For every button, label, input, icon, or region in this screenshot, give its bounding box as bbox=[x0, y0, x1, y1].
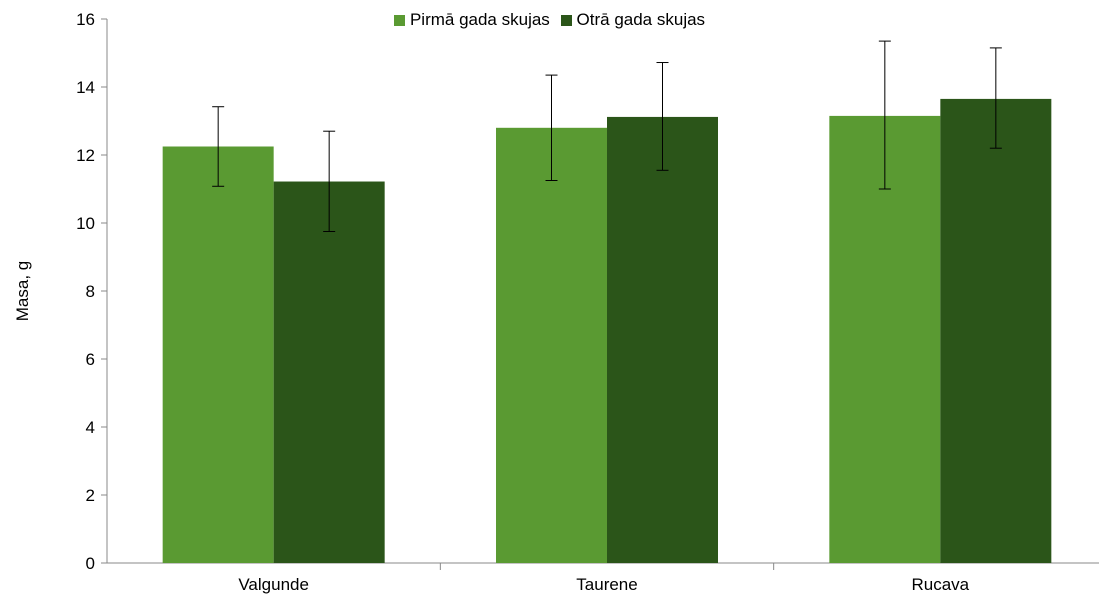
y-axis-title: Masa, g bbox=[13, 261, 32, 321]
bar-2-rucava bbox=[940, 98, 1052, 564]
y-tick-label-6: 12 bbox=[76, 146, 95, 165]
y-tick-label-4: 8 bbox=[86, 282, 95, 301]
legend-label-series-1: Pirmā gada skujas bbox=[409, 10, 550, 29]
y-tick-label-3: 6 bbox=[86, 350, 95, 369]
y-tick-label-2: 4 bbox=[86, 418, 95, 437]
x-tick-label-2: Rucava bbox=[912, 575, 970, 594]
y-tick-label-1: 2 bbox=[86, 486, 95, 505]
legend-label-series-2: Otrā gada skujas bbox=[576, 10, 706, 29]
y-tick-label-8: 16 bbox=[76, 10, 95, 29]
legend-swatch-series-2 bbox=[560, 14, 572, 26]
legend-swatch-series-1 bbox=[393, 14, 405, 26]
y-tick-label-7: 14 bbox=[76, 78, 95, 97]
bar-1-rucava bbox=[829, 115, 941, 564]
x-tick-label-1: Taurene bbox=[576, 575, 637, 594]
legend-item-series-2: Otrā gada skujas bbox=[560, 10, 706, 30]
chart-legend: Pirmā gada skujas Otrā gada skujas bbox=[0, 10, 1099, 31]
y-tick-label-0: 0 bbox=[86, 554, 95, 573]
x-tick-label-0: Valgunde bbox=[238, 575, 309, 594]
legend-item-series-1: Pirmā gada skujas bbox=[393, 10, 550, 30]
bar-2-taurene bbox=[607, 116, 718, 564]
bar-2-valgunde bbox=[273, 181, 385, 563]
y-tick-label-5: 10 bbox=[76, 214, 95, 233]
bar-1-taurene bbox=[496, 127, 607, 564]
bar-1-valgunde bbox=[162, 146, 274, 563]
